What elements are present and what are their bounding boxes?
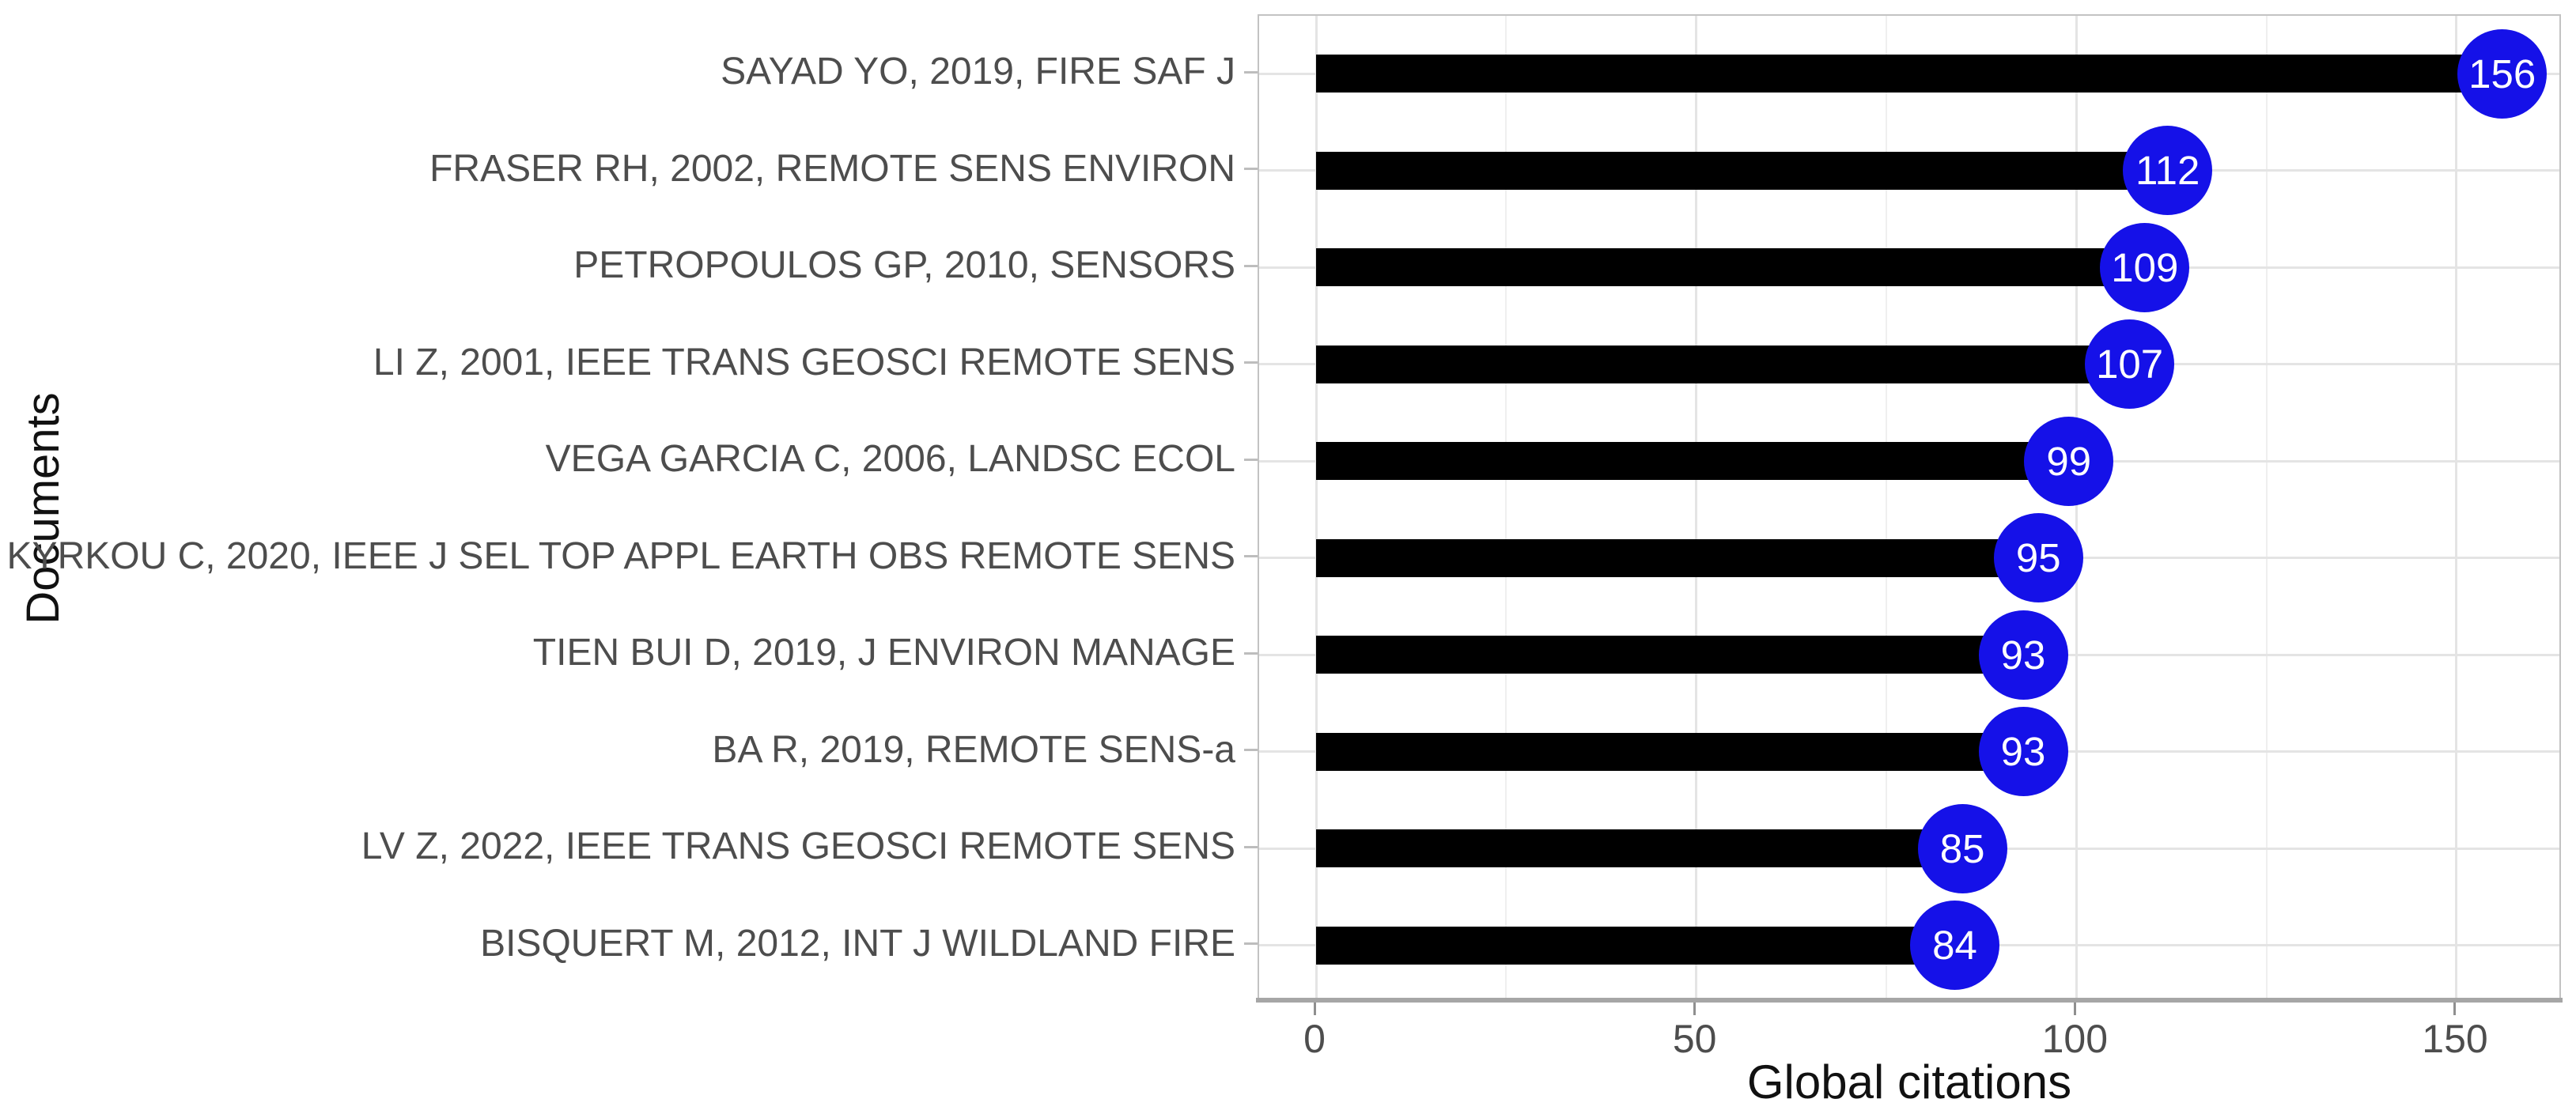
x-tick (2073, 1003, 2076, 1015)
citation-count-marker: 109 (2100, 222, 2190, 312)
citation-bar (1316, 55, 2502, 93)
citation-bar (1316, 442, 2069, 481)
x-tick (1313, 1003, 1316, 1015)
y-tick (1244, 555, 1258, 558)
y-tick (1244, 845, 1258, 848)
citation-count-marker: 93 (1978, 610, 2068, 700)
citation-count-marker: 84 (1910, 901, 2000, 991)
citation-count-marker: 107 (2085, 319, 2175, 410)
y-axis-label: BISQUERT M, 2012, INT J WILDLAND FIRE (480, 922, 1235, 965)
y-tick (1244, 942, 1258, 946)
y-tick (1244, 168, 1258, 171)
y-tick (1244, 651, 1258, 655)
minor-gridline (1885, 16, 1887, 1000)
x-tick (1693, 1003, 1697, 1015)
y-axis-label: LV Z, 2022, IEEE TRANS GEOSCI REMOTE SEN… (361, 825, 1235, 868)
citation-count-marker: 112 (2123, 126, 2213, 216)
citation-bar (1316, 538, 2039, 577)
citation-count-marker: 95 (1993, 513, 2083, 603)
y-axis-label: TIEN BUI D, 2019, J ENVIRON MANAGE (532, 632, 1235, 674)
y-tick (1244, 458, 1258, 461)
y-tick (1244, 264, 1258, 267)
citation-count-marker: 156 (2457, 28, 2548, 119)
citation-bar (1316, 636, 2024, 674)
citation-count-marker: 99 (2024, 416, 2114, 506)
citation-bar (1316, 345, 2130, 383)
y-tick (1244, 70, 1258, 74)
minor-gridline (2265, 16, 2268, 1000)
major-gridline (1695, 16, 1698, 1000)
major-gridline (1314, 16, 1318, 1000)
y-axis-label: PETROPOULOS GP, 2010, SENSORS (573, 244, 1235, 287)
x-tick-label: 0 (1303, 1017, 1326, 1061)
x-axis-line (1256, 998, 2563, 1003)
minor-gridline (1505, 16, 1507, 1000)
x-tick-label: 50 (1672, 1017, 1717, 1061)
y-axis-label: KYRKOU C, 2020, IEEE J SEL TOP APPL EART… (6, 534, 1235, 577)
y-axis-label: SAYAD YO, 2019, FIRE SAF J (721, 51, 1235, 93)
y-axis-label: BA R, 2019, REMOTE SENS-a (712, 728, 1235, 771)
y-axis-label: LI Z, 2001, IEEE TRANS GEOSCI REMOTE SEN… (373, 341, 1235, 383)
x-tick (2453, 1003, 2457, 1015)
citation-bar (1316, 732, 2024, 771)
citation-bar (1316, 829, 1963, 868)
citation-count-marker: 85 (1917, 803, 2007, 893)
x-tick-label: 100 (2041, 1017, 2109, 1061)
y-axis-label: FRASER RH, 2002, REMOTE SENS ENVIRON (429, 147, 1235, 190)
citation-bar (1316, 151, 2168, 190)
citation-bar (1316, 926, 1955, 965)
citation-bar (1316, 248, 2145, 287)
citation-count-marker: 93 (1978, 707, 2068, 797)
major-gridline (2075, 16, 2078, 1000)
x-axis-title: Global citations (1746, 1055, 2072, 1108)
y-axis-label: VEGA GARCIA C, 2006, LANDSC ECOL (545, 438, 1235, 481)
major-gridline (2455, 16, 2458, 1000)
x-tick-label: 150 (2422, 1017, 2488, 1061)
y-tick (1244, 749, 1258, 752)
plot-panel: 156 112 109 107 99 95 93 93 85 84 (1258, 14, 2561, 1002)
y-tick (1244, 361, 1258, 364)
